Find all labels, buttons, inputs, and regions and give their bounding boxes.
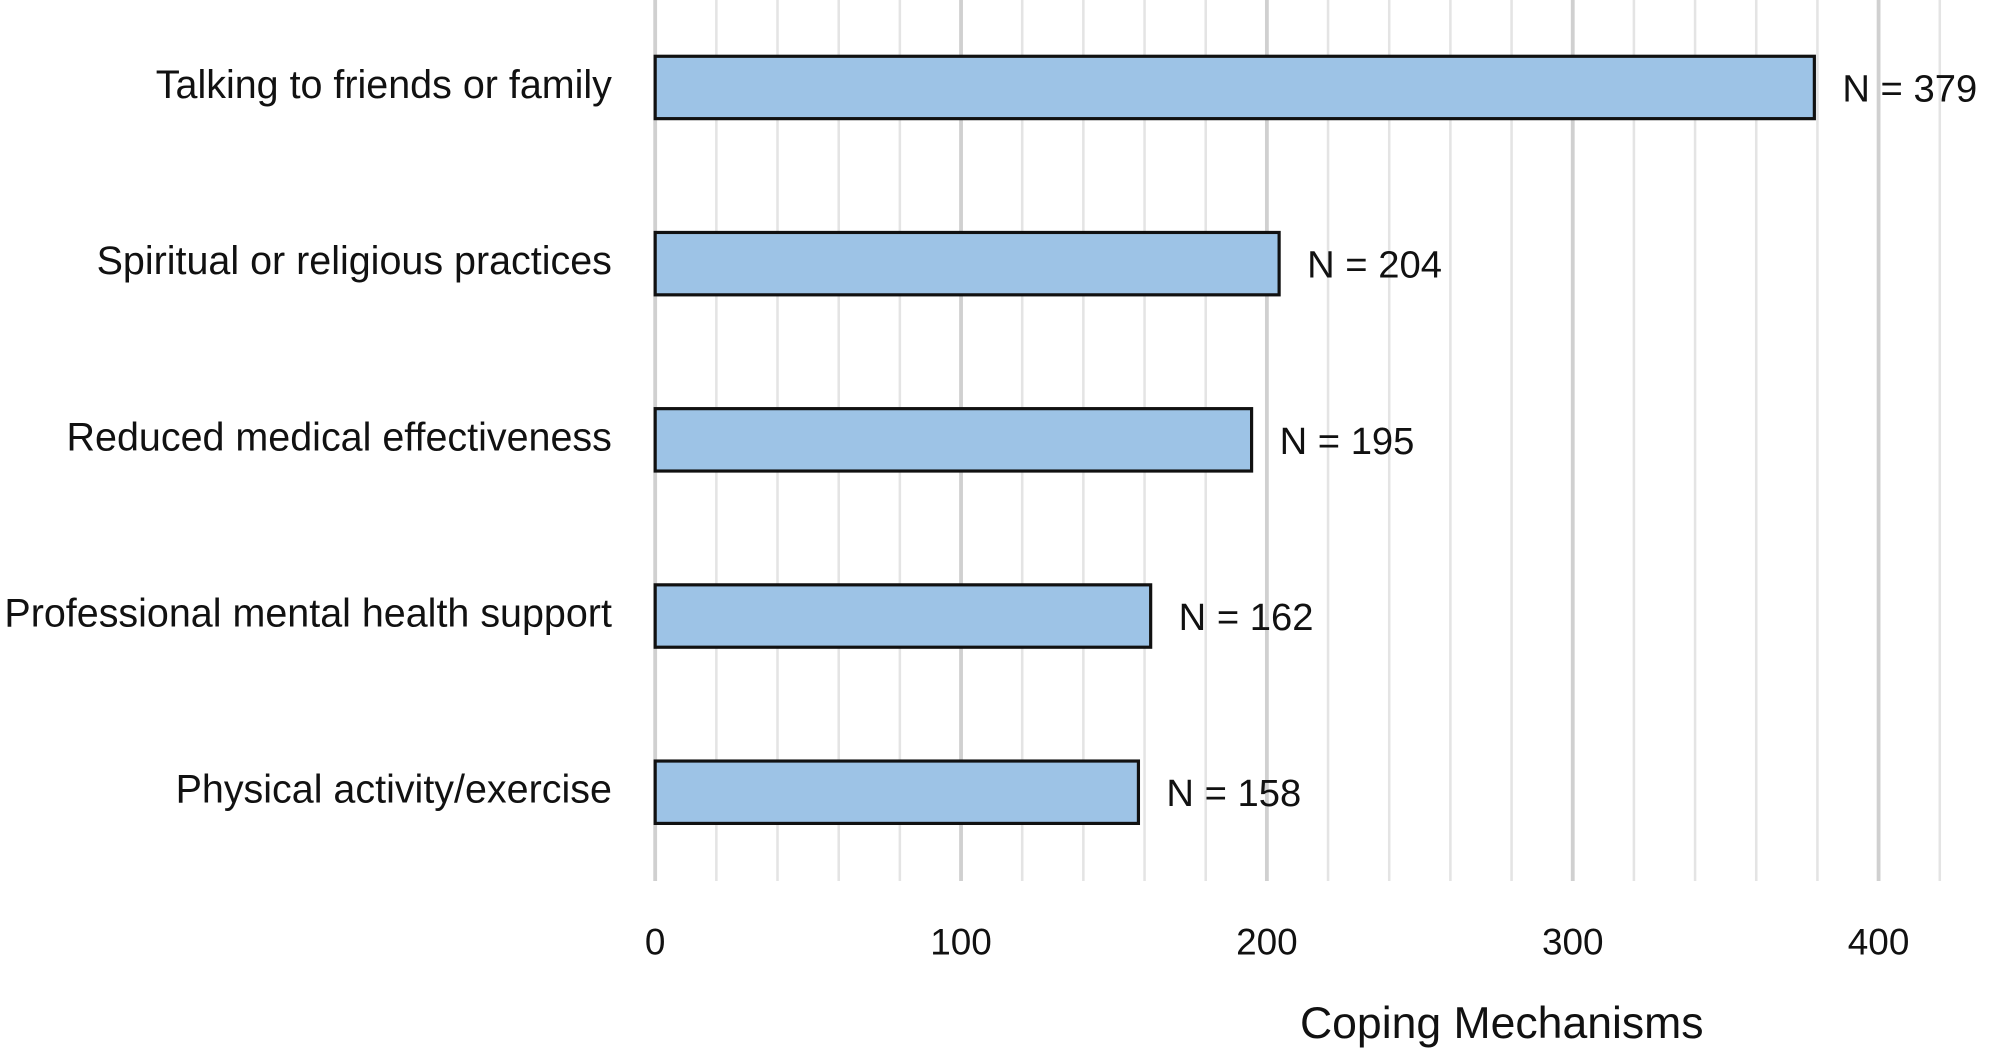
bar: [653, 54, 1816, 121]
y-tick-label: Reduced medical effectiveness: [67, 415, 612, 459]
bar: [653, 583, 1153, 649]
value-label: N = 379: [1842, 67, 1977, 110]
bar: [653, 230, 1281, 297]
value-label: N = 195: [1280, 420, 1415, 463]
y-tick-label: Talking to friends or family: [156, 63, 612, 107]
x-tick-label: 300: [1542, 921, 1604, 962]
y-tick-label: Spiritual or religious practices: [97, 239, 612, 283]
x-tick-label: 200: [1236, 921, 1298, 962]
value-label: N = 158: [1166, 772, 1301, 815]
bar: [653, 759, 1141, 826]
y-tick-label: Physical activity/exercise: [176, 768, 612, 812]
x-tick-label: 100: [930, 921, 992, 962]
x-axis-title: Coping Mechanisms: [1300, 999, 1704, 1048]
value-label: N = 204: [1307, 244, 1442, 287]
bar: [653, 407, 1254, 473]
x-tick-label: 400: [1848, 921, 1910, 962]
x-tick-label: 0: [645, 921, 666, 962]
y-tick-label: Professional mental health support: [4, 591, 612, 635]
value-label: N = 162: [1179, 596, 1314, 639]
